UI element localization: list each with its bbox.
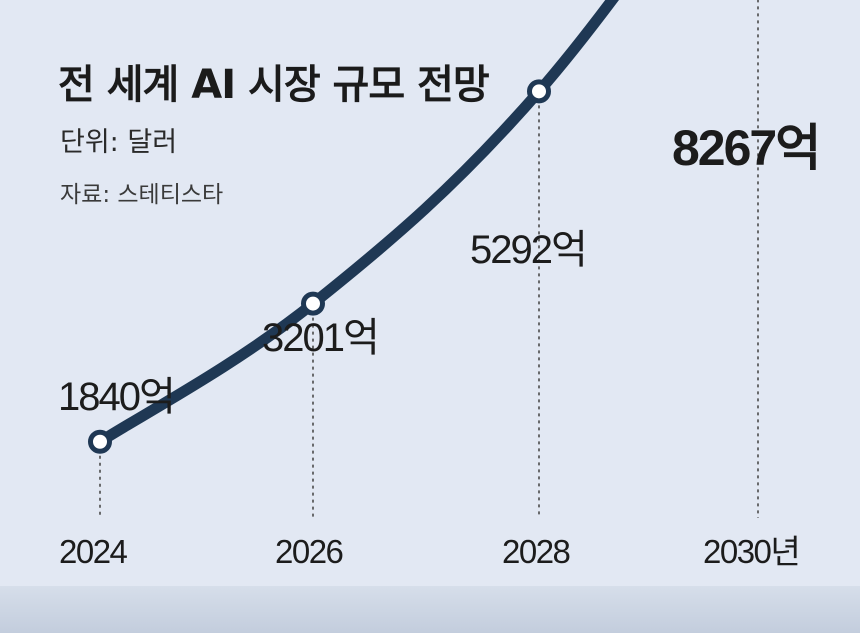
unit-label: 단위: 달러 — [60, 127, 178, 158]
point-marker-2024 — [88, 429, 112, 454]
point-marker-2026 — [301, 291, 325, 316]
value-label-2028: 5292억 — [470, 228, 586, 272]
source-label: 자료: 스테티스타 — [60, 182, 224, 208]
x-tick-label-2024: 2024 — [59, 533, 128, 570]
x-tick-label-2030: 2030년 — [703, 533, 799, 570]
bottom-band — [0, 586, 860, 633]
x-tick-label-2028: 2028 — [502, 533, 570, 570]
x-tick-label-2026: 2026 — [275, 533, 343, 570]
chart-title: 전 세계 AI 시장 규모 전망 — [58, 62, 490, 108]
point-marker-2028 — [527, 79, 551, 104]
series-line — [94, 0, 619, 448]
value-label-2024: 1840억 — [58, 375, 174, 419]
value-label-2026: 3201억 — [262, 316, 378, 360]
value-label-2030: 8267억 — [672, 120, 819, 176]
